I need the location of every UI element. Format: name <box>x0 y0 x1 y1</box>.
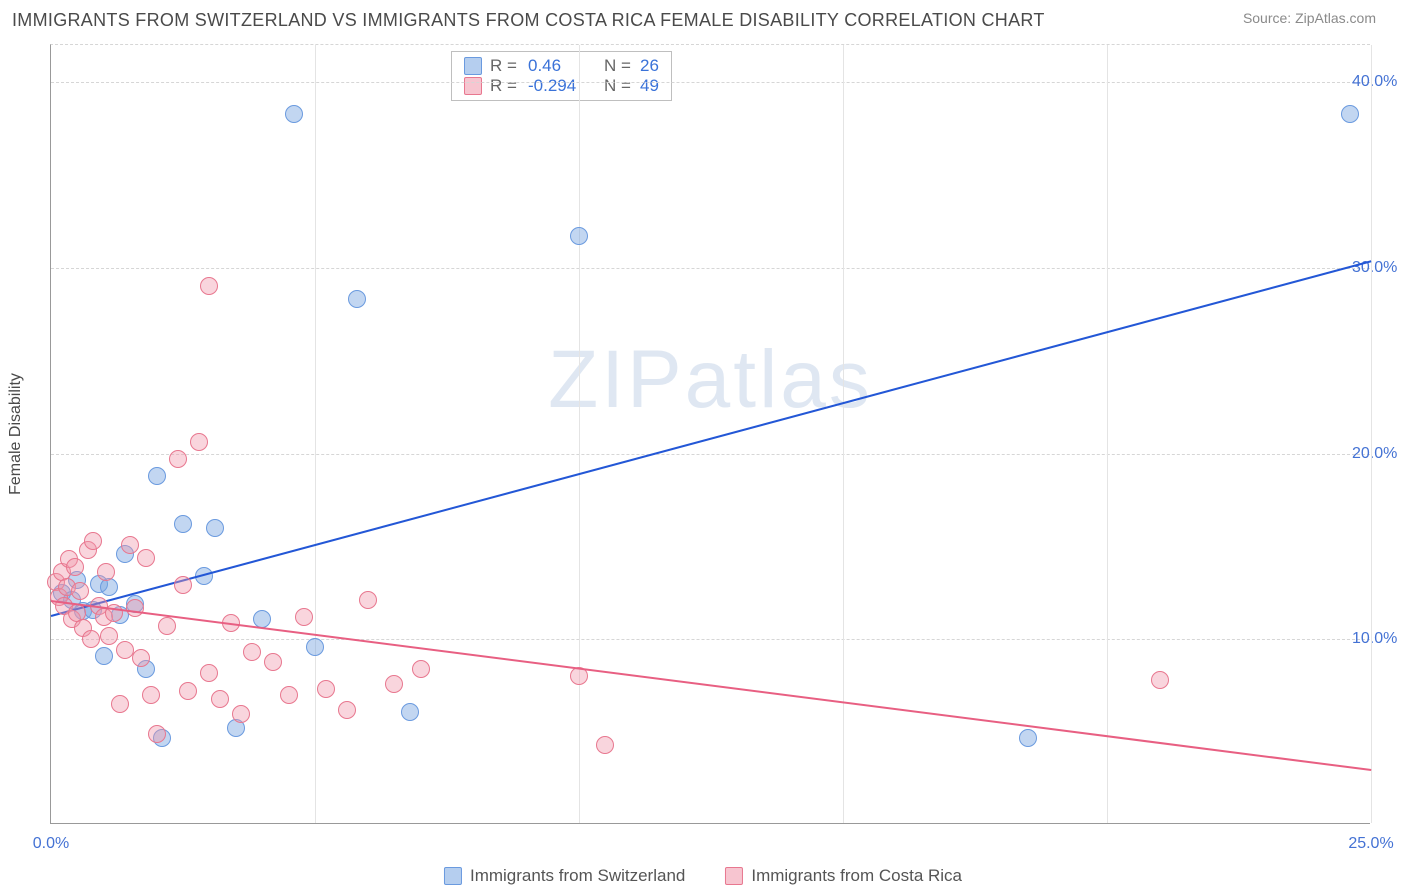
r-label: R = <box>490 76 520 96</box>
point-costarica <box>169 450 187 468</box>
point-costarica <box>179 682 197 700</box>
gridline-v <box>843 45 844 823</box>
point-costarica <box>596 736 614 754</box>
y-tick-label: 40.0% <box>1352 73 1406 91</box>
point-costarica <box>158 617 176 635</box>
point-switzerland <box>570 227 588 245</box>
point-costarica <box>264 653 282 671</box>
y-tick-label: 30.0% <box>1352 259 1406 277</box>
point-costarica <box>359 591 377 609</box>
gridline-h <box>51 639 1370 640</box>
x-tick-label: 25.0% <box>1348 835 1393 853</box>
point-costarica <box>412 660 430 678</box>
point-costarica <box>385 675 403 693</box>
gridline-v <box>579 45 580 823</box>
point-costarica <box>200 277 218 295</box>
point-costarica <box>84 532 102 550</box>
x-tick-label: 0.0% <box>33 835 69 853</box>
r-value-costarica: -0.294 <box>528 76 590 96</box>
point-costarica <box>174 576 192 594</box>
y-tick-label: 10.0% <box>1352 630 1406 648</box>
gridline-h <box>51 268 1370 269</box>
point-switzerland <box>401 703 419 721</box>
legend-label-costarica: Immigrants from Costa Rica <box>751 866 962 886</box>
point-switzerland <box>285 105 303 123</box>
gridline-v <box>1107 45 1108 823</box>
trendline-switzerland <box>51 260 1372 617</box>
point-costarica <box>317 680 335 698</box>
n-value-costarica: 49 <box>640 76 659 96</box>
scatter-chart: Female Disability ZIPatlas R = 0.46 N = … <box>50 44 1390 824</box>
trendline-costarica <box>51 600 1371 771</box>
point-switzerland <box>148 467 166 485</box>
point-switzerland <box>174 515 192 533</box>
legend-item-costarica: Immigrants from Costa Rica <box>725 866 962 886</box>
point-costarica <box>132 649 150 667</box>
point-switzerland <box>1019 729 1037 747</box>
watermark: ZIPatlas <box>548 333 873 427</box>
swatch-costarica <box>464 77 482 95</box>
point-costarica <box>137 549 155 567</box>
point-costarica <box>1151 671 1169 689</box>
y-tick-label: 20.0% <box>1352 445 1406 463</box>
point-switzerland <box>1341 105 1359 123</box>
point-costarica <box>142 686 160 704</box>
point-costarica <box>126 599 144 617</box>
stats-row-costarica: R = -0.294 N = 49 <box>464 76 659 96</box>
n-value-switzerland: 26 <box>640 56 659 76</box>
legend-item-switzerland: Immigrants from Switzerland <box>444 866 685 886</box>
legend: Immigrants from Switzerland Immigrants f… <box>444 866 962 886</box>
n-label: N = <box>604 76 632 96</box>
point-costarica <box>111 695 129 713</box>
legend-label-switzerland: Immigrants from Switzerland <box>470 866 685 886</box>
point-costarica <box>295 608 313 626</box>
point-costarica <box>211 690 229 708</box>
n-label: N = <box>604 56 632 76</box>
point-switzerland <box>306 638 324 656</box>
source-attribution: Source: ZipAtlas.com <box>1243 10 1376 26</box>
r-value-switzerland: 0.46 <box>528 56 590 76</box>
gridline-v <box>315 45 316 823</box>
point-switzerland <box>95 647 113 665</box>
page-title: IMMIGRANTS FROM SWITZERLAND VS IMMIGRANT… <box>12 10 1045 31</box>
r-label: R = <box>490 56 520 76</box>
swatch-switzerland <box>444 867 462 885</box>
point-costarica <box>71 582 89 600</box>
correlation-stats-box: R = 0.46 N = 26 R = -0.294 N = 49 <box>451 51 672 101</box>
point-costarica <box>66 558 84 576</box>
gridline-h <box>51 82 1370 83</box>
gridline-v <box>1371 45 1372 823</box>
point-costarica <box>148 725 166 743</box>
point-costarica <box>280 686 298 704</box>
point-costarica <box>338 701 356 719</box>
gridline-h <box>51 454 1370 455</box>
swatch-costarica <box>725 867 743 885</box>
point-switzerland <box>206 519 224 537</box>
point-costarica <box>232 705 250 723</box>
point-costarica <box>200 664 218 682</box>
stats-row-switzerland: R = 0.46 N = 26 <box>464 56 659 76</box>
plot-area: ZIPatlas R = 0.46 N = 26 R = -0.294 N = … <box>50 44 1370 824</box>
point-costarica <box>100 627 118 645</box>
swatch-switzerland <box>464 57 482 75</box>
point-costarica <box>190 433 208 451</box>
y-axis-label: Female Disability <box>7 373 25 495</box>
point-switzerland <box>348 290 366 308</box>
point-costarica <box>82 630 100 648</box>
point-switzerland <box>253 610 271 628</box>
point-costarica <box>97 563 115 581</box>
point-costarica <box>243 643 261 661</box>
point-costarica <box>121 536 139 554</box>
